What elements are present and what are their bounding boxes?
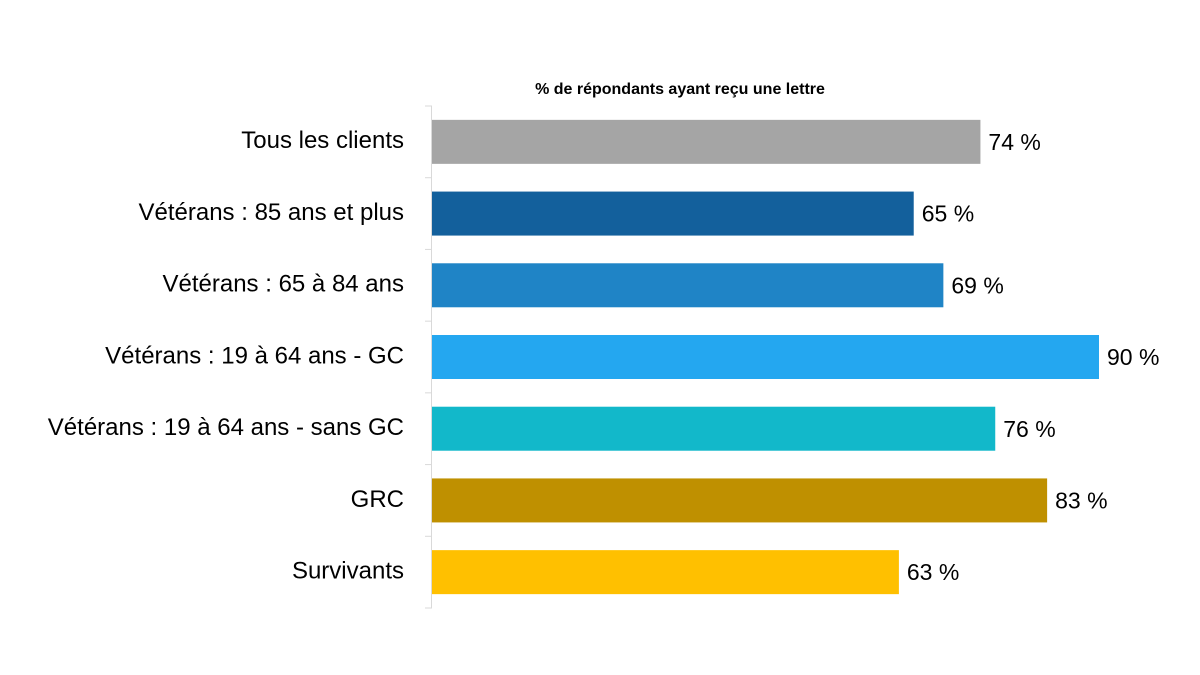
bar [432, 263, 944, 308]
bar [432, 191, 914, 236]
value-label: 83 % [1055, 488, 1107, 514]
category-label: Vétérans : 19 à 64 ans - GC [105, 342, 404, 369]
bar [432, 119, 981, 164]
category-label: Vétérans : 19 à 64 ans - sans GC [48, 414, 404, 441]
value-label: 69 % [951, 272, 1003, 298]
value-label: 65 % [922, 201, 974, 227]
chart-title: % de répondants ayant reçu une lettre [535, 81, 825, 98]
bar [432, 550, 899, 595]
value-label: 63 % [907, 559, 959, 585]
category-label: Vétérans : 85 ans et plus [139, 199, 405, 226]
bar [432, 478, 1048, 523]
value-label: 74 % [988, 129, 1040, 155]
value-label: 76 % [1003, 416, 1055, 442]
bar [432, 335, 1099, 379]
category-label: Tous les clients [241, 127, 404, 154]
category-label: Survivants [292, 557, 404, 584]
bar [432, 406, 996, 451]
category-label: Vétérans : 65 à 84 ans [163, 271, 405, 298]
value-label: 90 % [1107, 344, 1159, 370]
category-label: GRC [351, 486, 404, 513]
